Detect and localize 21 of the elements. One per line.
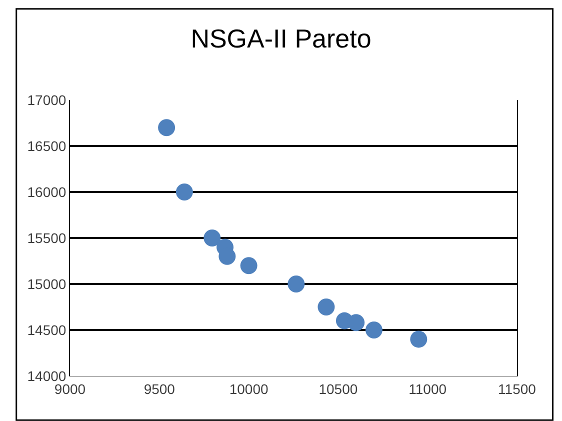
point	[158, 119, 176, 136]
point	[348, 314, 365, 332]
y-tick-label: 15000	[27, 276, 66, 292]
point	[288, 276, 305, 292]
chart-title: NSGA-II Pareto	[190, 24, 372, 54]
x-tick-label: 10500	[318, 380, 358, 397]
point	[204, 230, 221, 246]
point	[176, 184, 193, 200]
y-tick-label: 16000	[27, 184, 66, 200]
x-tick-label: 11000	[408, 380, 447, 397]
point	[410, 330, 428, 348]
x-tick-label: 10000	[229, 380, 268, 397]
point	[240, 257, 258, 274]
x-tick-label: 9500	[144, 380, 176, 397]
point	[365, 322, 382, 338]
x-tick-label: 11500	[498, 380, 536, 397]
y-tick-label: 17000	[27, 92, 66, 108]
point	[318, 298, 335, 316]
y-tick-label: 15500	[27, 230, 66, 246]
y-tick-label: 16500	[27, 138, 66, 154]
y-tick-label: 14500	[27, 322, 66, 338]
